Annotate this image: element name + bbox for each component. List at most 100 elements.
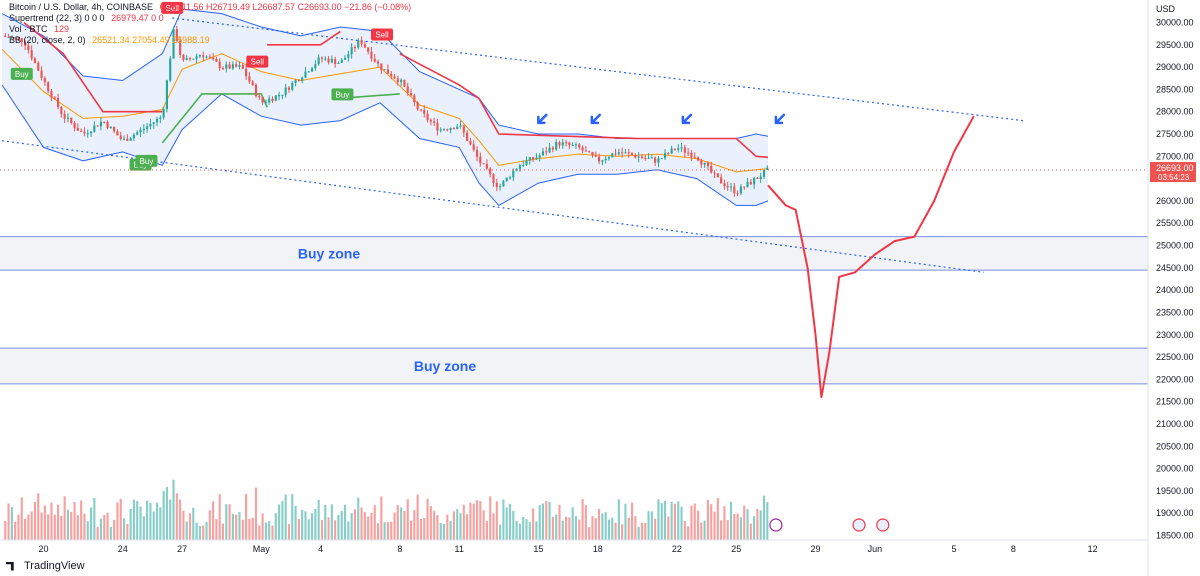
- volume-bar: [122, 518, 126, 540]
- volume-bar: [683, 521, 686, 540]
- candle-body: [594, 155, 597, 157]
- volume-bar: [409, 520, 413, 540]
- x-tick-label: 20: [39, 544, 49, 554]
- y-tick-label: 21500.00: [1156, 397, 1194, 407]
- candle-body: [149, 123, 152, 127]
- candle-body: [327, 58, 330, 63]
- volume-bar: [73, 501, 76, 540]
- volume-bar: [248, 519, 251, 540]
- volume-bar: [739, 517, 742, 540]
- candle-body: [472, 144, 475, 150]
- volume-bar: [720, 520, 723, 540]
- volume-bar: [574, 516, 578, 540]
- volume-bar: [43, 505, 46, 540]
- volume-bar: [746, 509, 749, 540]
- y-tick-label: 20500.00: [1156, 441, 1194, 451]
- candle-body: [749, 181, 752, 185]
- volume-bar: [508, 503, 512, 540]
- tradingview-brand[interactable]: TradingView: [6, 560, 85, 572]
- volume-bar: [604, 512, 607, 540]
- volume-bar: [109, 526, 112, 540]
- candle-body: [657, 158, 660, 163]
- volume-bar: [132, 499, 136, 540]
- volume-bar: [340, 511, 343, 540]
- volume-bar: [271, 525, 274, 540]
- volume-bar: [307, 519, 310, 540]
- volume-bar: [14, 521, 17, 540]
- candle-body: [571, 144, 574, 146]
- candle-body: [508, 177, 512, 179]
- candle-body: [630, 153, 634, 156]
- flash-event-icon[interactable]: [769, 518, 783, 532]
- candle-body: [63, 114, 66, 119]
- x-tick-label: 25: [731, 544, 741, 554]
- candle-body: [680, 147, 683, 149]
- candle-body: [248, 76, 251, 82]
- candle-body: [40, 70, 43, 79]
- volume-bar: [766, 502, 769, 540]
- volume-bar: [512, 510, 515, 540]
- volume-bar: [499, 524, 502, 540]
- candle-body: [310, 68, 314, 72]
- volume-bar: [284, 494, 287, 540]
- candle-body: [449, 128, 452, 130]
- volume-bar: [485, 521, 488, 540]
- y-tick-label: 22500.00: [1156, 352, 1194, 362]
- legend-bb-values: 26521.34 27054.49 25988.19: [92, 35, 210, 45]
- y-tick-label: 26000.00: [1156, 196, 1194, 206]
- buy-signal-badge: [331, 88, 354, 101]
- volume-bar: [597, 509, 601, 540]
- candle-body: [373, 58, 376, 62]
- candle-body: [324, 58, 327, 60]
- buy-zone-label: Buy zone: [414, 358, 476, 374]
- candle-body: [538, 155, 541, 158]
- candle-body: [320, 57, 324, 59]
- candle-body: [188, 58, 192, 60]
- legend-volume: Vol · BTC: [9, 24, 48, 34]
- candle-body: [433, 121, 436, 123]
- candle-body: [535, 157, 538, 160]
- candle-body: [119, 135, 122, 140]
- candle-body: [360, 40, 363, 45]
- candle-body: [485, 164, 488, 169]
- volume-bar: [291, 494, 294, 540]
- volume-bar: [502, 499, 505, 540]
- candle-body: [23, 41, 27, 46]
- candle-body: [663, 153, 667, 159]
- candle-body: [406, 86, 409, 93]
- buy-signal-badge: [135, 154, 158, 167]
- candle-body: [548, 147, 551, 153]
- candle-body: [654, 157, 657, 163]
- us-flag-event-icon[interactable]: [876, 518, 890, 532]
- volume-bar: [515, 520, 518, 540]
- volume-bar: [40, 512, 43, 540]
- candle-body: [568, 142, 571, 146]
- volume-bar: [274, 513, 277, 540]
- volume-bar: [33, 502, 37, 540]
- candle-body: [522, 164, 525, 166]
- volume-bar: [70, 511, 73, 540]
- candle-body: [617, 152, 620, 155]
- projection-line: [767, 115, 975, 399]
- candle-body: [304, 71, 307, 78]
- volume-bar: [475, 500, 479, 540]
- candle-body: [278, 95, 281, 97]
- y-tick-label: 28000.00: [1156, 107, 1194, 117]
- x-tick-label: 27: [177, 544, 187, 554]
- volume-bar: [17, 514, 20, 540]
- candle-body: [33, 58, 37, 63]
- volume-bar: [113, 519, 116, 540]
- candle-body: [132, 134, 136, 139]
- candle-body: [670, 148, 673, 154]
- us-flag-event-icon[interactable]: [852, 518, 866, 532]
- volume-bar: [347, 521, 350, 540]
- volume-bar: [297, 518, 300, 540]
- candle-body: [383, 69, 386, 71]
- candle-body: [720, 177, 723, 184]
- candle-body: [17, 37, 20, 39]
- y-tick-label: 19000.00: [1156, 508, 1194, 518]
- candle-body: [53, 97, 56, 99]
- volume-bar: [182, 510, 185, 540]
- volume-bar: [231, 513, 234, 540]
